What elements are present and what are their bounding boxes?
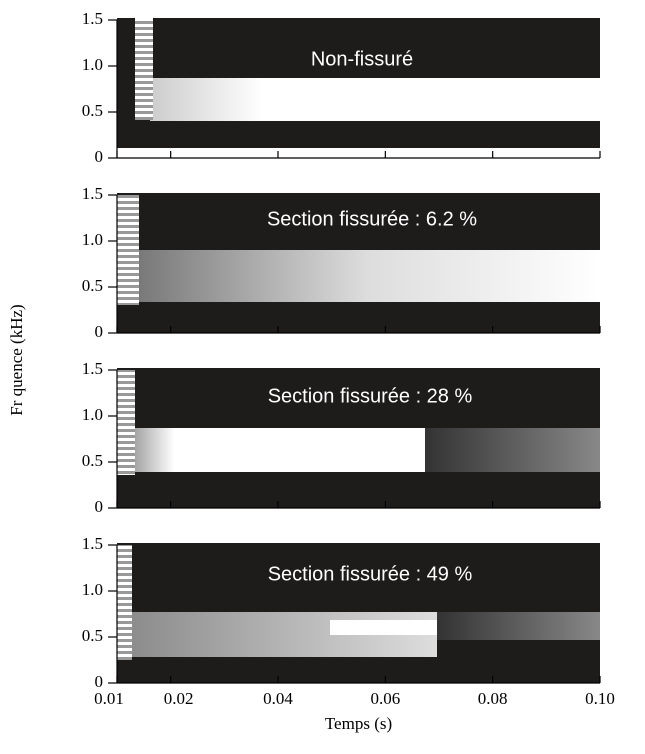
y-tick-label: 1.5 xyxy=(82,184,103,203)
x-tick-label: 0.10 xyxy=(585,689,615,708)
x-tick-label: 0.02 xyxy=(164,689,194,708)
annotation: Section fissurée : 6.2 % xyxy=(267,208,477,230)
y-tick-label: 0 xyxy=(95,497,104,516)
x-tick-label: 0.06 xyxy=(370,689,400,708)
chart: Non-fissuré 0 0.5 1.0 1.5 Fr quence (kHz) Sect… xyxy=(0,0,645,754)
annotation: Section fissurée : 49 % xyxy=(268,563,473,585)
annotation: Non-fissuré xyxy=(311,48,413,70)
y-tick-label: 1.5 xyxy=(82,534,103,553)
y-tick-label: 0.5 xyxy=(82,451,103,470)
y-tick-label: 1.0 xyxy=(82,405,103,424)
x-tick-label: 0.01 xyxy=(94,689,124,708)
y-tick-label: 0.5 xyxy=(82,276,103,295)
y-tick-label: 1.5 xyxy=(82,359,103,378)
y-tick-label: 0 xyxy=(95,322,104,341)
x-axis-label: Temps (s) xyxy=(325,714,392,733)
x-tick-label: 0.04 xyxy=(263,689,293,708)
y-tick-label: 1.0 xyxy=(82,55,103,74)
y-tick-label: 0.5 xyxy=(82,626,103,645)
annotation: Section fissurée : 28 % xyxy=(268,385,473,407)
y-tick-label: 1.5 xyxy=(82,9,103,28)
y-tick-label: 1.0 xyxy=(82,580,103,599)
y-tick-label: 1.0 xyxy=(82,230,103,249)
y-tick-label: 0.5 xyxy=(82,101,103,120)
y-axis-label: Fr quence (kHz) xyxy=(7,304,26,415)
x-tick-label: 0.08 xyxy=(478,689,508,708)
y-tick-label: 0 xyxy=(95,147,104,166)
